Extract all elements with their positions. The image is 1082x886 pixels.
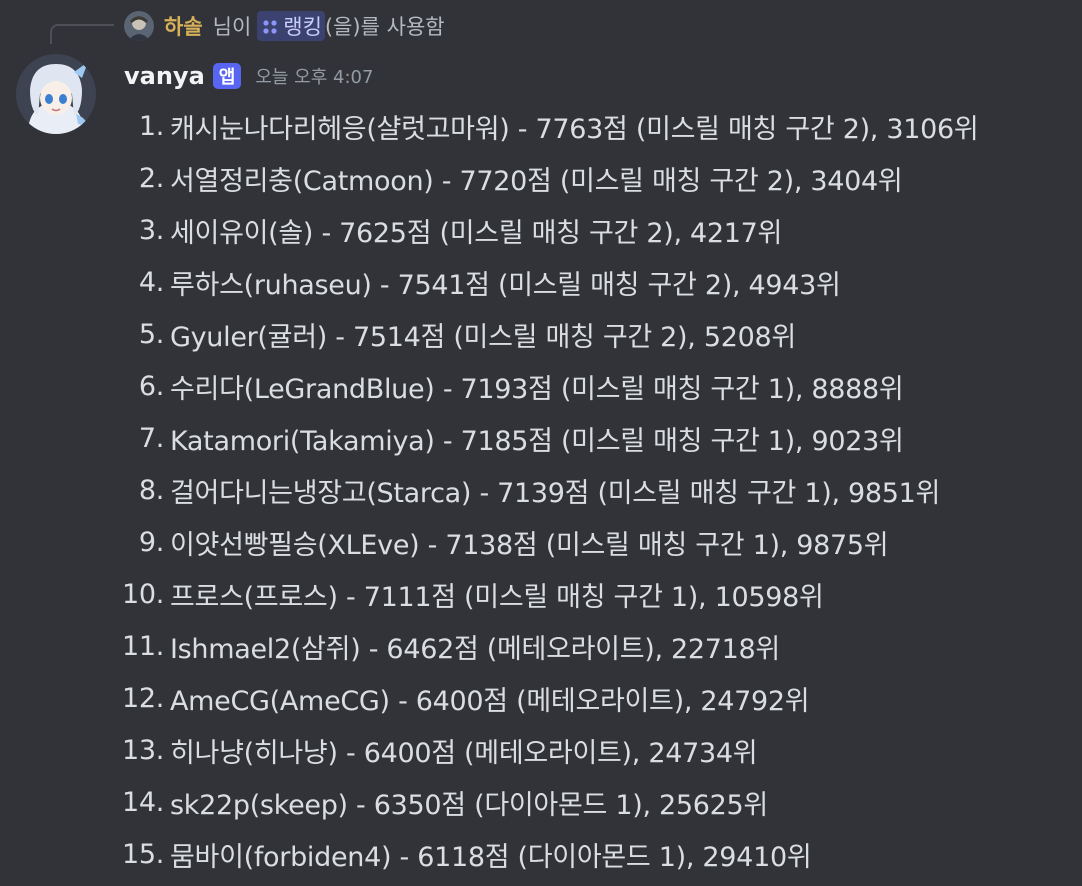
rank-number: 6. bbox=[138, 370, 164, 402]
message-header: vanya 앱 오늘 오후 4:07 bbox=[124, 58, 373, 94]
reply-tail-text: (을)를 사용함 bbox=[324, 15, 445, 39]
command-name: 랭킹 bbox=[283, 15, 322, 39]
username[interactable]: vanya bbox=[124, 62, 205, 90]
list-item: 5. Gyuler(귤러) - 7514점 (미스릴 매칭 구간 2), 520… bbox=[0, 308, 1082, 360]
list-item: 6. 수리다(LeGrandBlue) - 7193점 (미스릴 매칭 구간 1… bbox=[0, 360, 1082, 412]
rank-number: 1. bbox=[138, 110, 164, 142]
rank-text: 서열정리충(Catmoon) - 7720점 (미스릴 매칭 구간 2), 34… bbox=[170, 165, 903, 197]
slash-command-icon bbox=[261, 17, 279, 35]
rank-text: 루하스(ruhaseu) - 7541점 (미스릴 매칭 구간 2), 4943… bbox=[170, 269, 841, 301]
rank-number: 2. bbox=[138, 162, 164, 194]
rank-number: 15. bbox=[121, 838, 164, 870]
rank-number: 9. bbox=[138, 526, 164, 558]
rank-number: 7. bbox=[138, 422, 164, 454]
rank-text: 뭄바이(forbiden4) - 6118점 (다이아몬드 1), 29410위 bbox=[170, 841, 812, 873]
list-item: 10. 프로스(프로스) - 7111점 (미스릴 매칭 구간 1), 1059… bbox=[0, 568, 1082, 620]
rank-number: 5. bbox=[138, 318, 164, 350]
rank-number: 3. bbox=[138, 214, 164, 246]
rank-number: 14. bbox=[121, 786, 164, 818]
list-item: 9. 이얏선빵필승(XLEve) - 7138점 (미스릴 매칭 구간 1), … bbox=[0, 516, 1082, 568]
list-item: 15. 뭄바이(forbiden4) - 6118점 (다이아몬드 1), 29… bbox=[0, 828, 1082, 880]
rank-text: 프로스(프로스) - 7111점 (미스릴 매칭 구간 1), 10598위 bbox=[170, 581, 824, 613]
rank-number: 11. bbox=[121, 630, 164, 662]
command-mention[interactable]: 랭킹 bbox=[257, 11, 325, 41]
reply-line: 하솔 님이 랭킹 (을)를 사용함 bbox=[164, 8, 445, 44]
rank-text: 수리다(LeGrandBlue) - 7193점 (미스릴 매칭 구간 1), … bbox=[170, 373, 904, 405]
rank-text: 이얏선빵필승(XLEve) - 7138점 (미스릴 매칭 구간 1), 987… bbox=[170, 529, 889, 561]
rank-text: AmeCG(AmeCG) - 6400점 (메테오라이트), 24792위 bbox=[170, 685, 810, 717]
list-item: 12. AmeCG(AmeCG) - 6400점 (메테오라이트), 24792… bbox=[0, 672, 1082, 724]
reply-context[interactable]: 하솔 님이 랭킹 (을)를 사용함 bbox=[0, 0, 1082, 50]
reply-text: 님이 bbox=[212, 15, 252, 39]
rank-number: 13. bbox=[121, 734, 164, 766]
list-item: 7. Katamori(Takamiya) - 7185점 (미스릴 매칭 구간… bbox=[0, 412, 1082, 464]
rank-text: Katamori(Takamiya) - 7185점 (미스릴 매칭 구간 1)… bbox=[170, 425, 904, 457]
reply-spine bbox=[50, 24, 114, 44]
rank-number: 10. bbox=[121, 578, 164, 610]
rank-text: 세이유이(솔) - 7625점 (미스릴 매칭 구간 2), 4217위 bbox=[170, 217, 783, 249]
rank-text: Gyuler(귤러) - 7514점 (미스릴 매칭 구간 2), 5208위 bbox=[170, 321, 796, 353]
ranking-list: 1. 캐시눈나다리헤응(샬럿고마워) - 7763점 (미스릴 매칭 구간 2)… bbox=[0, 100, 1082, 880]
rank-text: sk22p(skeep) - 6350점 (다이아몬드 1), 25625위 bbox=[170, 789, 768, 821]
rank-text: 걸어다니는냉장고(Starca) - 7139점 (미스릴 매칭 구간 1), … bbox=[170, 477, 941, 509]
list-item: 14. sk22p(skeep) - 6350점 (다이아몬드 1), 2562… bbox=[0, 776, 1082, 828]
rank-number: 4. bbox=[138, 266, 164, 298]
reply-user-avatar-icon[interactable] bbox=[124, 11, 154, 41]
list-item: 11. Ishmael2(삼쥐) - 6462점 (메테오라이트), 22718… bbox=[0, 620, 1082, 672]
rank-number: 12. bbox=[121, 682, 164, 714]
list-item: 8. 걸어다니는냉장고(Starca) - 7139점 (미스릴 매칭 구간 1… bbox=[0, 464, 1082, 516]
app-badge: 앱 bbox=[212, 63, 242, 89]
list-item: 4. 루하스(ruhaseu) - 7541점 (미스릴 매칭 구간 2), 4… bbox=[0, 256, 1082, 308]
timestamp[interactable]: 오늘 오후 4:07 bbox=[255, 67, 374, 88]
list-item: 3. 세이유이(솔) - 7625점 (미스릴 매칭 구간 2), 4217위 bbox=[0, 204, 1082, 256]
rank-text: Ishmael2(삼쥐) - 6462점 (메테오라이트), 22718위 bbox=[170, 633, 780, 665]
reply-username[interactable]: 하솔 bbox=[164, 15, 203, 39]
rank-number: 8. bbox=[138, 474, 164, 506]
bot-avatar-icon[interactable] bbox=[16, 54, 96, 134]
list-item: 13. 히나냥(히나냥) - 6400점 (메테오라이트), 24734위 bbox=[0, 724, 1082, 776]
rank-text: 캐시눈나다리헤응(샬럿고마워) - 7763점 (미스릴 매칭 구간 2), 3… bbox=[170, 113, 979, 145]
list-item: 2. 서열정리충(Catmoon) - 7720점 (미스릴 매칭 구간 2),… bbox=[0, 152, 1082, 204]
rank-text: 히나냥(히나냥) - 6400점 (메테오라이트), 24734위 bbox=[170, 737, 758, 769]
list-item: 1. 캐시눈나다리헤응(샬럿고마워) - 7763점 (미스릴 매칭 구간 2)… bbox=[0, 100, 1082, 152]
